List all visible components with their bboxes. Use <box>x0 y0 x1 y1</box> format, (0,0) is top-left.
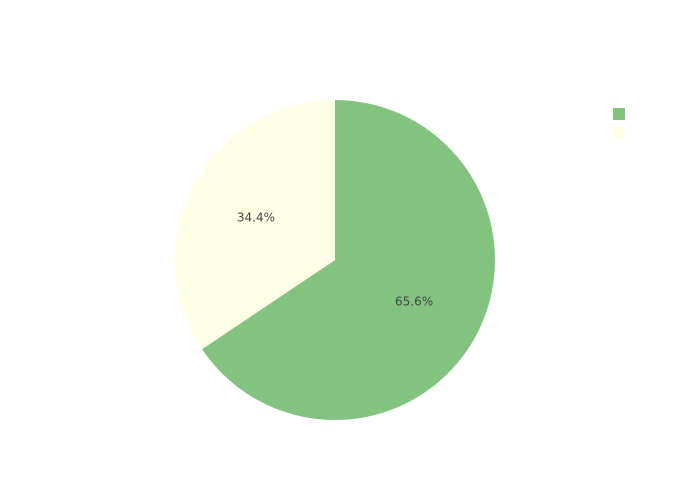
pie-slice-0 <box>202 100 496 420</box>
pie-slice-label-1: 34.4% <box>237 210 275 224</box>
legend-swatch-1[interactable] <box>613 127 625 139</box>
pie-slices <box>174 100 496 420</box>
pie-slice-labels: 65.6% 34.4% <box>237 210 433 308</box>
pie-slice-label-0: 65.6% <box>395 295 433 309</box>
legend-swatch-0[interactable] <box>613 108 625 120</box>
pie-slice-1 <box>174 100 335 350</box>
legend[interactable] <box>613 108 625 139</box>
